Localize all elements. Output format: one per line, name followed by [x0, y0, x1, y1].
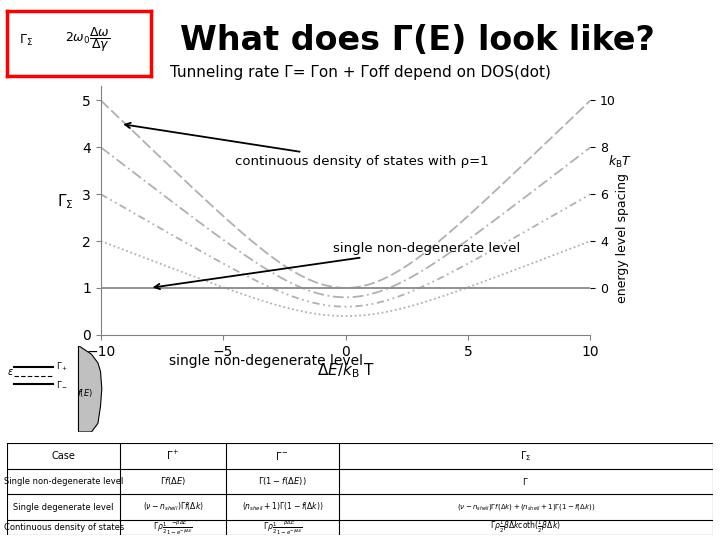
Text: $\varepsilon$: $\varepsilon$ [7, 367, 14, 376]
Text: $\Gamma_-$: $\Gamma_-$ [56, 380, 68, 389]
Text: $\Gamma(1-f(\Delta E))$: $\Gamma(1-f(\Delta E))$ [258, 475, 307, 488]
Text: What does Γ(E) look like?: What does Γ(E) look like? [180, 24, 655, 57]
Text: single non-degenerate level: single non-degenerate level [155, 241, 521, 289]
Text: $\Gamma^+$: $\Gamma^+$ [166, 449, 180, 462]
Text: $(\nu-n_{shell})\Gamma f(\Delta k)+(n_{shell}+1)\Gamma(1-f(\Delta k))$: $(\nu-n_{shell})\Gamma f(\Delta k)+(n_{s… [456, 502, 595, 512]
Text: $\Gamma\rho\frac{1}{2}\frac{-\beta\Delta E}{1-e^{-\beta\Delta E}}$: $\Gamma\rho\frac{1}{2}\frac{-\beta\Delta… [153, 518, 193, 537]
Text: $(\nu-n_{shell})\Gamma f(\Delta k)$: $(\nu-n_{shell})\Gamma f(\Delta k)$ [143, 501, 204, 514]
Text: $\Gamma_+$: $\Gamma_+$ [56, 361, 68, 374]
X-axis label: $\Delta E/k_\mathrm{B}$ T: $\Delta E/k_\mathrm{B}$ T [317, 361, 374, 380]
Text: $2\omega_0\dfrac{\Delta\omega}{\Delta\gamma}$: $2\omega_0\dfrac{\Delta\omega}{\Delta\ga… [65, 25, 110, 55]
Text: continuous density of states with ρ=1: continuous density of states with ρ=1 [125, 123, 489, 168]
Text: Continuous density of states: Continuous density of states [4, 523, 124, 532]
Text: $\Gamma^-$: $\Gamma^-$ [276, 450, 289, 462]
Text: $\Gamma f(\Delta E)$: $\Gamma f(\Delta E)$ [160, 475, 186, 488]
Text: $\Gamma\rho\frac{1}{2}\beta\Delta k\coth(\frac{1}{2}\beta\Delta k)$: $\Gamma\rho\frac{1}{2}\beta\Delta k\coth… [490, 519, 561, 535]
Text: Single degenerate level: Single degenerate level [14, 503, 114, 511]
Polygon shape [78, 346, 102, 432]
Text: $f(E)$: $f(E)$ [77, 387, 93, 399]
Text: $\Gamma_\Sigma$: $\Gamma_\Sigma$ [19, 32, 33, 48]
Y-axis label: $\Gamma_\Sigma$: $\Gamma_\Sigma$ [57, 192, 74, 211]
Text: Case: Case [52, 451, 76, 461]
Text: Tunneling rate Γ= Γon + Γoff depend on DOS(dot): Tunneling rate Γ= Γon + Γoff depend on D… [170, 65, 550, 80]
Text: single non-degenerate level: single non-degenerate level [169, 354, 363, 368]
Text: $k_\mathrm{B}T$: $k_\mathrm{B}T$ [608, 154, 632, 170]
Text: Single non-degenerate level: Single non-degenerate level [4, 477, 123, 486]
Text: $\Gamma_\Sigma$: $\Gamma_\Sigma$ [520, 449, 531, 463]
Text: $(n_{shell}+1)\Gamma(1-f(\Delta k))$: $(n_{shell}+1)\Gamma(1-f(\Delta k))$ [241, 501, 323, 514]
Text: $\Gamma$: $\Gamma$ [523, 476, 529, 487]
Text: $\Gamma\rho\frac{1}{2}\frac{\beta\Delta E}{1-e^{-\beta\Delta E}}$: $\Gamma\rho\frac{1}{2}\frac{\beta\Delta … [263, 518, 302, 537]
Text: energy level spacing: energy level spacing [616, 173, 629, 302]
